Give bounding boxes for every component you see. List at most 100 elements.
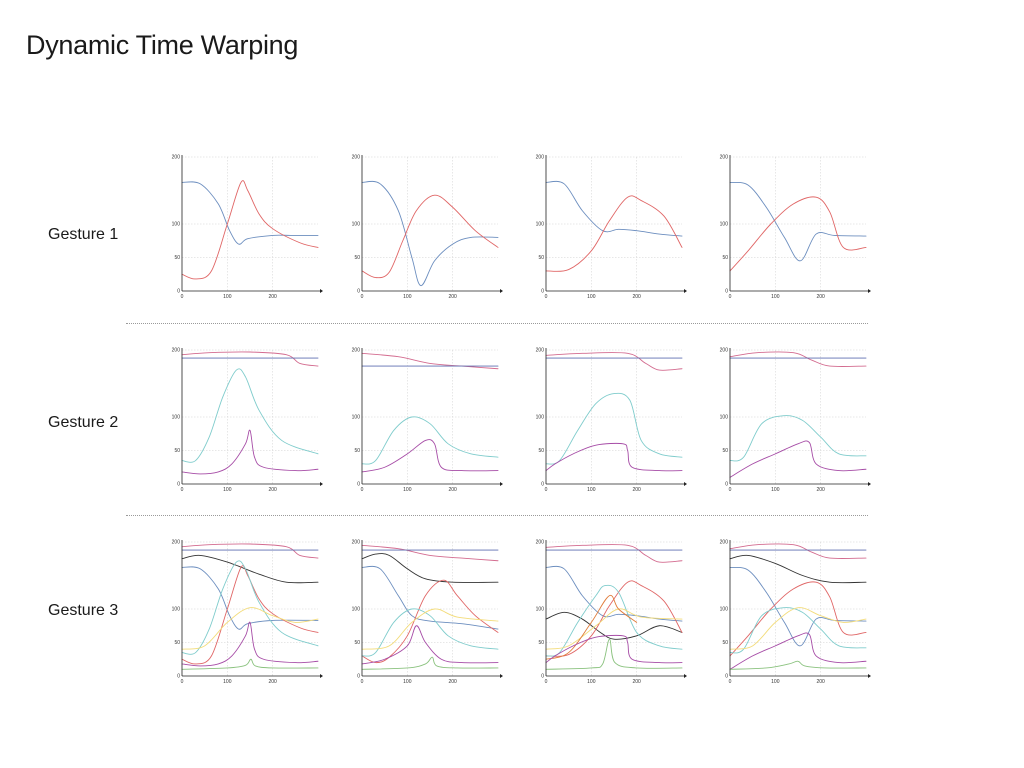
y-tick-label: 100 <box>536 222 545 228</box>
y-tick-label: 200 <box>172 540 181 546</box>
x-tick-label: 200 <box>448 487 457 493</box>
y-tick-label: 100 <box>352 222 361 228</box>
x-tick-label: 100 <box>403 294 412 300</box>
x-tick-label: 0 <box>181 294 184 300</box>
series-line-blue <box>181 181 319 245</box>
y-tick-label: 50 <box>354 640 360 646</box>
series-line-cyan <box>545 392 683 465</box>
series-line-blue <box>361 565 499 630</box>
series-line-black <box>181 554 319 584</box>
page-title: Dynamic Time Warping <box>26 30 299 60</box>
y-tick-label: 100 <box>172 415 181 421</box>
series-line-blue <box>361 180 499 287</box>
y-tick-label: 50 <box>538 448 544 454</box>
y-tick-label: 200 <box>352 348 361 354</box>
y-tick-label: 0 <box>541 482 544 488</box>
y-tick-label: 50 <box>722 640 728 646</box>
x-axis-arrow-icon <box>684 482 687 486</box>
x-tick-label: 100 <box>771 294 780 300</box>
series-line-pink <box>729 351 867 367</box>
y-tick-label: 0 <box>541 289 544 295</box>
y-tick-label: 0 <box>725 482 728 488</box>
x-axis-arrow-icon <box>320 674 323 678</box>
series-line-green <box>729 660 867 670</box>
chart-1-4: 0 100 200 0 50 100 200 <box>720 155 871 300</box>
series-line-pink <box>729 543 867 559</box>
x-axis-arrow-icon <box>500 482 503 486</box>
series-line-purple <box>545 442 683 472</box>
x-tick-label: 0 <box>361 487 364 493</box>
series-line-purple <box>361 439 499 473</box>
series-line-pink <box>361 544 499 562</box>
x-tick-label: 100 <box>223 487 232 493</box>
y-tick-label: 200 <box>536 540 545 546</box>
x-tick-label: 0 <box>545 294 548 300</box>
y-tick-label: 200 <box>172 348 181 354</box>
series-line-yellow <box>181 607 319 650</box>
x-axis-arrow-icon <box>868 482 871 486</box>
y-tick-label: 0 <box>541 674 544 680</box>
y-tick-label: 100 <box>352 607 361 613</box>
series-line-green <box>545 638 683 670</box>
y-tick-label: 50 <box>354 448 360 454</box>
x-tick-label: 200 <box>448 679 457 685</box>
y-tick-label: 100 <box>172 607 181 613</box>
x-axis-arrow-icon <box>500 289 503 293</box>
y-tick-label: 50 <box>174 448 180 454</box>
x-tick-label: 200 <box>632 487 641 493</box>
y-tick-label: 200 <box>352 540 361 546</box>
y-tick-label: 0 <box>725 289 728 295</box>
x-axis-arrow-icon <box>500 674 503 678</box>
chart-1-1: 0 100 200 0 50 100 200 <box>172 155 323 300</box>
y-tick-label: 50 <box>174 255 180 261</box>
chart-2-3: 0 100 200 0 50 100 200 <box>536 348 687 493</box>
series-line-red <box>729 196 867 272</box>
y-tick-label: 0 <box>177 674 180 680</box>
x-tick-label: 100 <box>223 294 232 300</box>
x-axis-arrow-icon <box>684 674 687 678</box>
series-line-purple <box>729 440 867 478</box>
series-line-blue <box>545 565 683 622</box>
series-line-pink <box>545 544 683 563</box>
series-line-purple <box>361 625 499 665</box>
chart-1-2: 0 100 200 0 50 100 200 <box>352 155 503 300</box>
y-tick-label: 50 <box>722 255 728 261</box>
chart-3-4: 0 100 200 0 50 100 200 <box>720 540 871 685</box>
row-separator-2 <box>126 515 868 516</box>
x-tick-label: 100 <box>587 679 596 685</box>
chart-3-2: 0 100 200 0 50 100 200 <box>352 540 503 685</box>
series-line-purple <box>545 634 683 664</box>
x-tick-label: 200 <box>632 294 641 300</box>
x-tick-label: 200 <box>268 487 277 493</box>
series-line-black <box>729 554 867 584</box>
series-line-blue <box>545 180 683 237</box>
series-line-orange <box>545 594 638 660</box>
x-tick-label: 0 <box>729 679 732 685</box>
series-line-blue <box>181 566 319 630</box>
y-tick-label: 200 <box>720 348 729 354</box>
series-line-red <box>181 180 319 280</box>
series-line-blue <box>729 181 867 262</box>
row-label-gesture-3: Gesture 3 <box>48 602 119 619</box>
y-tick-label: 50 <box>538 640 544 646</box>
x-tick-label: 200 <box>816 294 825 300</box>
series-line-pink <box>361 352 499 370</box>
x-tick-label: 200 <box>632 679 641 685</box>
y-tick-label: 0 <box>357 482 360 488</box>
series-line-yellow <box>729 607 867 650</box>
x-tick-label: 0 <box>545 487 548 493</box>
x-tick-label: 0 <box>729 487 732 493</box>
series-line-purple <box>181 621 319 667</box>
series-line-red <box>361 194 499 279</box>
x-tick-label: 100 <box>771 487 780 493</box>
y-tick-label: 50 <box>354 255 360 261</box>
series-line-cyan <box>181 368 319 463</box>
series-line-pink <box>545 352 683 371</box>
series-line-cyan <box>545 584 683 657</box>
series-line-red <box>545 580 683 657</box>
series-line-cyan <box>729 415 867 462</box>
x-axis-arrow-icon <box>868 289 871 293</box>
y-tick-label: 0 <box>177 289 180 295</box>
series-line-yellow <box>545 608 683 650</box>
y-tick-label: 50 <box>722 448 728 454</box>
